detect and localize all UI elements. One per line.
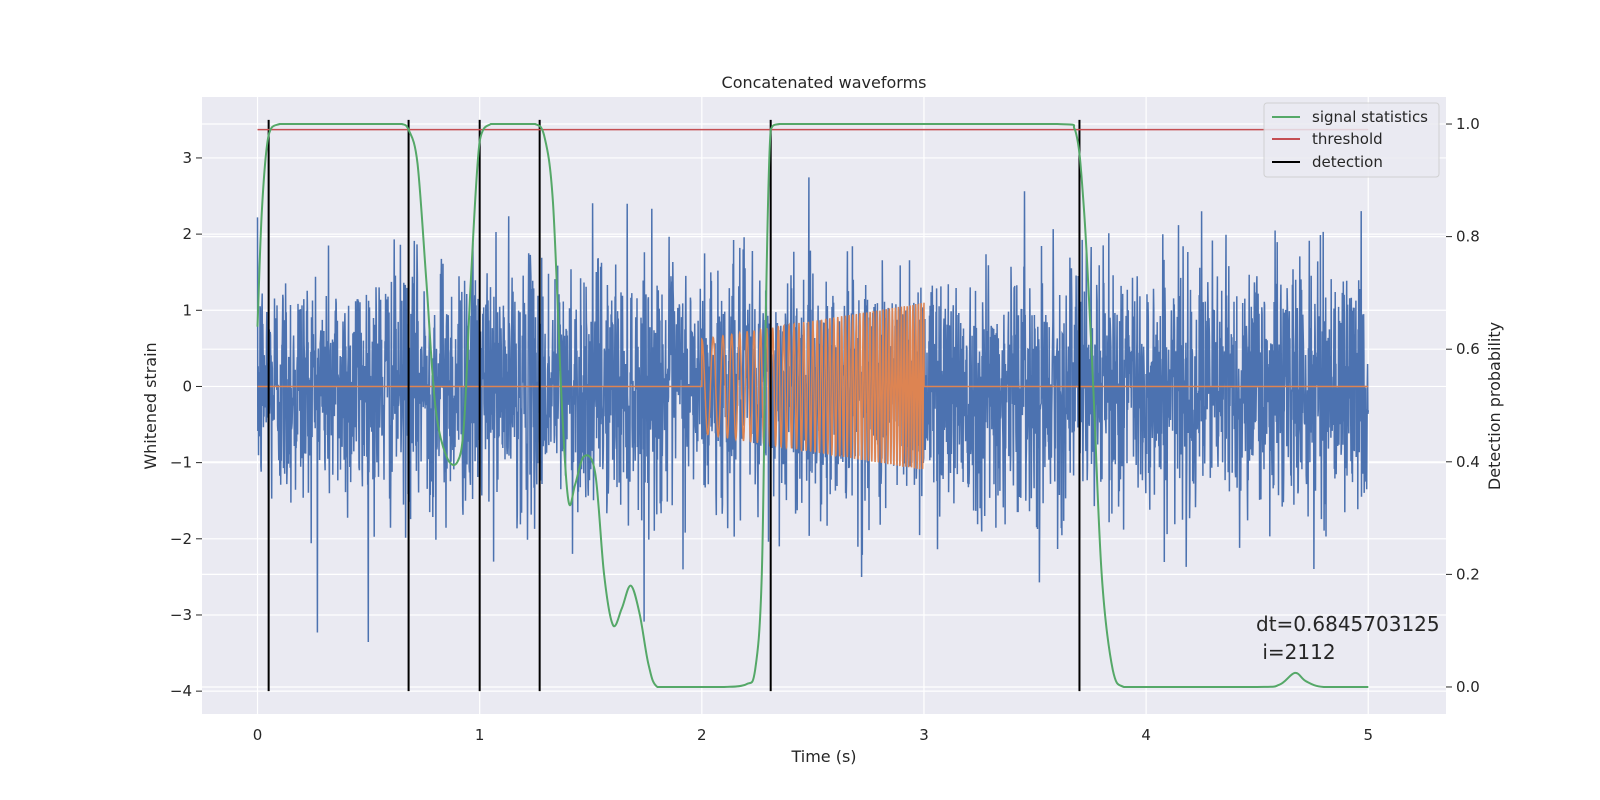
- y-tick-label: 2: [182, 225, 192, 243]
- annotation-dt: dt=0.6845703125: [1256, 612, 1440, 636]
- y2-axis-label: Detection probability: [1485, 322, 1504, 490]
- series-noise-line: [256, 177, 1370, 643]
- chart-title: Concatenated waveforms: [722, 73, 927, 92]
- legend-label-detection: detection: [1312, 153, 1383, 171]
- y-tick-label: −4: [170, 682, 192, 700]
- x-tick-label: 0: [253, 726, 263, 744]
- x-tick-label: 4: [1141, 726, 1151, 744]
- y-tick-label: −3: [170, 606, 192, 624]
- x-tick-label: 2: [697, 726, 707, 744]
- legend-label-signal-statistics: signal statistics: [1312, 108, 1428, 126]
- y-tick-label: 0: [182, 377, 192, 395]
- y-tick-label: 3: [182, 149, 192, 167]
- ticks-layer: 0 1 2 3 4 5 −4 −3 −2 −1 0 1 2 3 0.0 0.2 0.4 0.6 0.8 1.0: [170, 115, 1480, 744]
- y2-tick-label: 0.0: [1456, 678, 1480, 696]
- x-tick-label: 5: [1363, 726, 1373, 744]
- y2-tick-label: 0.2: [1456, 565, 1480, 583]
- x-tick-label: 3: [919, 726, 929, 744]
- legend-box: [1263, 102, 1440, 178]
- series-layer: [256, 119, 1370, 692]
- x-axis-label: Time (s): [790, 747, 856, 766]
- y2-tick-label: 1.0: [1456, 115, 1480, 133]
- legend-label-threshold: threshold: [1312, 130, 1383, 148]
- y-tick-label: −1: [170, 454, 192, 472]
- legend: signal statistics threshold detection: [1263, 102, 1440, 178]
- y2-tick-label: 0.6: [1456, 340, 1480, 358]
- y2-tick-label: 0.4: [1456, 453, 1480, 471]
- y2-tick-label: 0.8: [1456, 228, 1480, 246]
- y-axis-label: Whitened strain: [141, 342, 160, 469]
- y-tick-label: 1: [182, 301, 192, 319]
- annotation-i: i=2112: [1256, 640, 1336, 664]
- x-tick-label: 1: [475, 726, 485, 744]
- signal-statistics-line: [256, 122, 1369, 688]
- y-tick-label: −2: [170, 530, 192, 548]
- series-waveform-line: [257, 302, 1369, 470]
